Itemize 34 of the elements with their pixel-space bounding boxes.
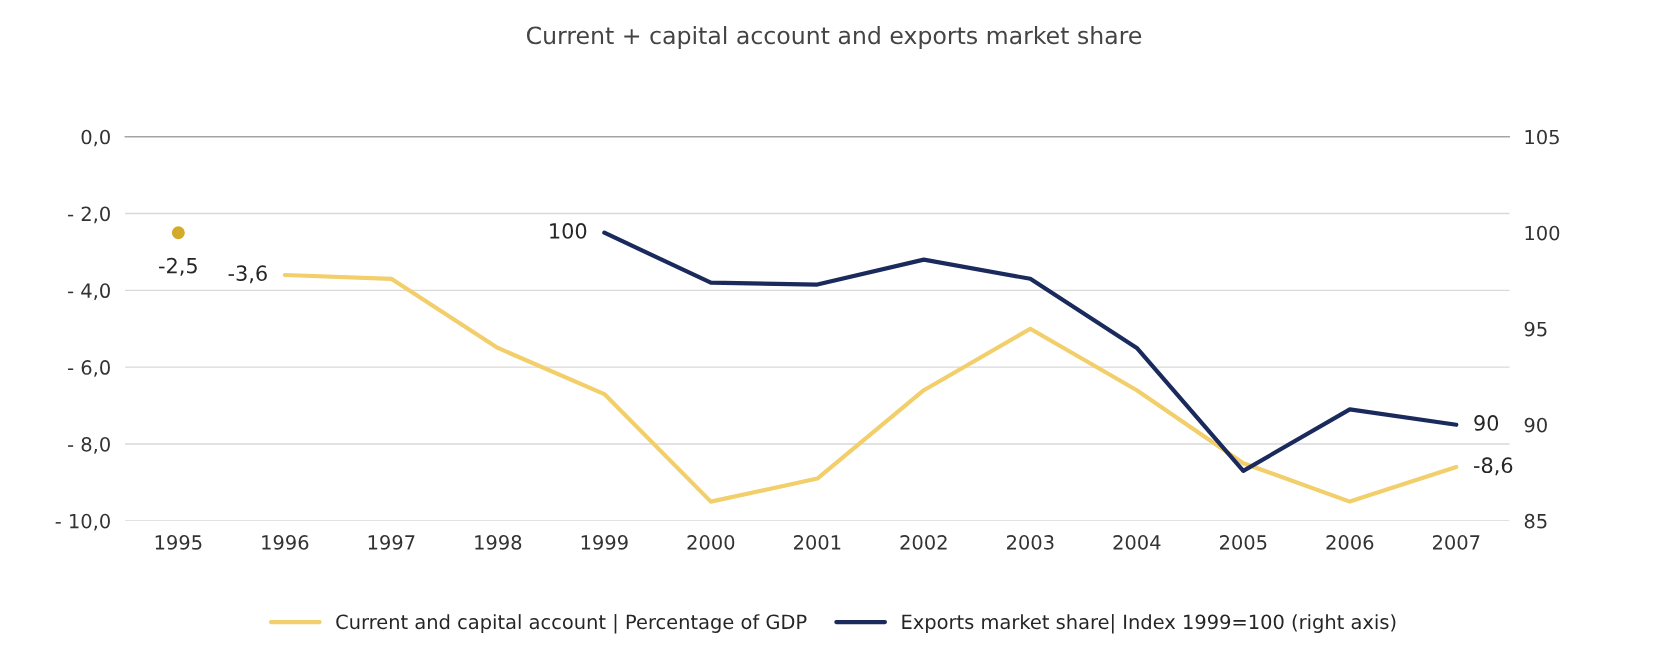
- y-tick-label: - 10,0: [55, 513, 110, 531]
- legend-label: Exports market share| Index 1999=100 (right axis): [902, 614, 1396, 634]
- chart-title: Current + capital account and exports market share: [526, 26, 1142, 49]
- x-tick-label: 2007: [1432, 535, 1480, 550]
- data-label: -3,6: [228, 265, 267, 284]
- y2-tick-label: 95: [1524, 321, 1547, 337]
- y2-tick-label: 90: [1524, 417, 1547, 433]
- y-tick-label: - 4,0: [68, 283, 110, 300]
- x-tick-label: 2006: [1326, 535, 1374, 550]
- x-tick-label: 2001: [794, 535, 841, 550]
- line-series: [602, 230, 1459, 473]
- y2-tick-label: 105: [1525, 129, 1559, 145]
- data-label: -8,6: [1473, 457, 1513, 476]
- y-tick-label: - 6,0: [68, 360, 110, 377]
- x-tick-label: 2002: [900, 535, 947, 550]
- x-tick-label: 1999: [581, 535, 628, 550]
- legend-label: Current and capital account | Percentage of GDP: [336, 614, 807, 634]
- x-tick-label: 1998: [475, 535, 522, 550]
- x-tick-label: 2005: [1219, 535, 1267, 550]
- x-tick-label: 2004: [1113, 535, 1161, 550]
- y-tick-label: 0,0: [81, 129, 110, 147]
- x-tick-label: 1996: [262, 535, 309, 550]
- x-tick-label: 2000: [687, 535, 735, 550]
- y2-tick-label: 85: [1524, 513, 1547, 529]
- x-tick-label: 2003: [1006, 535, 1054, 550]
- data-label: 100: [550, 223, 587, 239]
- data-label: -2,5: [159, 257, 197, 276]
- x-tick-label: 1995: [155, 535, 202, 550]
- y-tick-label: - 2,0: [68, 206, 110, 224]
- line-series: [282, 272, 1459, 504]
- y-tick-label: - 8,0: [68, 436, 110, 454]
- y2-tick-label: 100: [1525, 225, 1560, 241]
- data-label: 90: [1474, 415, 1499, 431]
- x-tick-label: 1997: [368, 535, 415, 550]
